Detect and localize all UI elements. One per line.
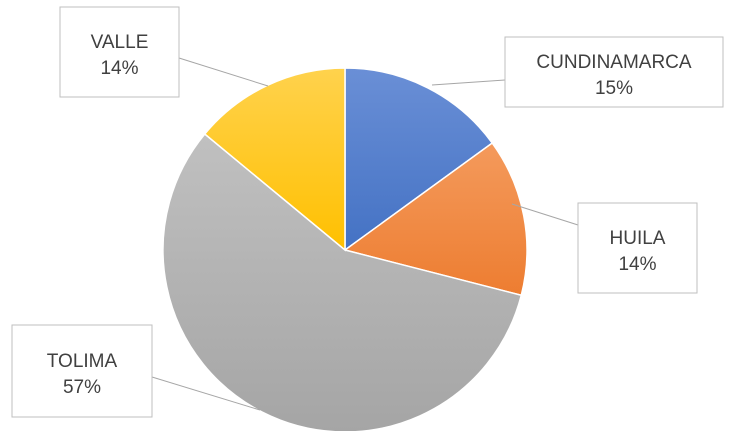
data-callouts: CUNDINAMARCA 15% HUILA 14% TOLIMA 57% VALLE 14%: [11, 6, 724, 418]
callout-cundinamarca: CUNDINAMARCA 15%: [504, 36, 724, 108]
leader-lines: [151, 57, 579, 411]
pie-slice-huila: [343, 141, 528, 297]
leader-line-tolima: [151, 376, 261, 411]
percent-label: 14%: [618, 254, 656, 275]
callout-valle: VALLE 14%: [59, 6, 180, 98]
callout-box: [59, 6, 180, 98]
callout-box: [577, 202, 698, 294]
category-label: HUILA: [610, 228, 666, 249]
callout-tolima: TOLIMA 57%: [11, 324, 153, 418]
percent-label: 15%: [595, 78, 633, 99]
category-label: VALLE: [91, 32, 149, 53]
leader-line-huila: [511, 203, 579, 226]
leader-line-cundinamarca: [431, 79, 506, 86]
category-label: TOLIMA: [47, 351, 118, 372]
category-label: CUNDINAMARCA: [536, 52, 692, 73]
callout-box: [504, 36, 724, 108]
percent-label: 57%: [63, 377, 101, 398]
callout-box: [11, 324, 153, 418]
callout-huila: HUILA 14%: [577, 202, 698, 294]
pie-slice-cundinamarca: [344, 67, 494, 252]
pie-slice-tolima: [162, 132, 523, 431]
percent-label: 14%: [100, 58, 138, 79]
pie-slices: [162, 67, 528, 431]
leader-line-valle: [178, 57, 269, 87]
